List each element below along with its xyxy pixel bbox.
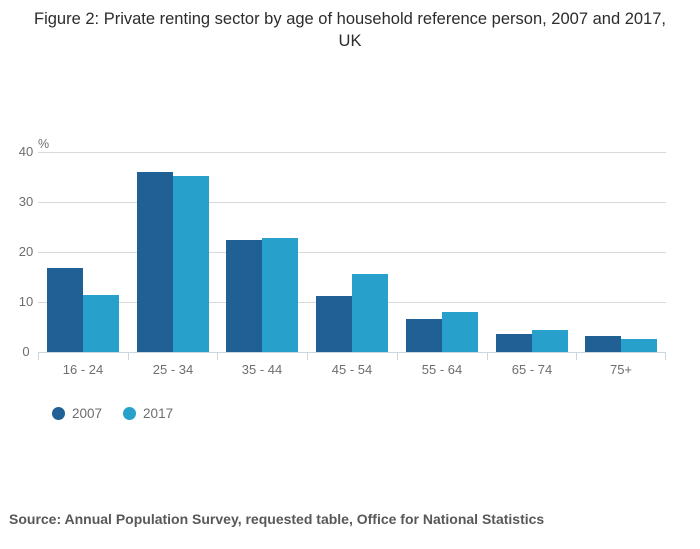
y-tick-label-20: 20 (18, 244, 34, 259)
x-axis-labels: 16 - 24 25 - 34 35 - 44 45 - 54 55 - 64 65 - … (38, 362, 666, 380)
bar-2017-45-54 (352, 274, 388, 352)
gridline-20 (38, 252, 666, 253)
bar-2007-65-74 (496, 334, 532, 352)
x-axis-tick (38, 352, 39, 360)
legend-item-2007: 2007 (52, 406, 102, 421)
legend-dot-2017 (123, 407, 137, 420)
x-axis-tick (487, 352, 488, 360)
legend: 2007 2017 (52, 406, 173, 421)
x-axis-tick (217, 352, 218, 360)
y-tick-label-10: 10 (18, 294, 34, 309)
legend-item-2017: 2017 (123, 406, 173, 421)
bar-2017-25-34 (173, 176, 209, 352)
chart-title: Figure 2: Private renting sector by age … (34, 10, 666, 50)
bar-2017-75+ (621, 339, 657, 352)
y-tick-label-40: 40 (18, 144, 34, 159)
x-tick-label-55-64: 55 - 64 (421, 362, 463, 377)
bar-2007-55-64 (406, 319, 442, 352)
bar-2007-35-44 (226, 240, 262, 352)
legend-label-2017: 2017 (143, 406, 174, 421)
legend-dot-2007 (52, 407, 65, 420)
legend-label-2007: 2007 (72, 406, 103, 421)
bar-2007-75+ (585, 336, 621, 352)
x-tick-label-45-54: 45 - 54 (331, 362, 373, 377)
x-axis-tick (576, 352, 577, 360)
x-tick-label-16-24: 16 - 24 (62, 362, 104, 377)
source-note: Source: Annual Population Survey, reques… (9, 511, 545, 527)
y-tick-label-0: 0 (22, 344, 30, 359)
y-tick-label-30: 30 (18, 194, 34, 209)
bar-2007-45-54 (316, 296, 352, 352)
x-axis-tick (128, 352, 129, 360)
x-axis-tick (397, 352, 398, 360)
bar-2017-65-74 (532, 330, 568, 352)
plot-area (38, 152, 666, 360)
x-axis-tick (307, 352, 308, 360)
x-tick-label-65-74: 65 - 74 (511, 362, 553, 377)
bar-2007-25-34 (137, 172, 173, 352)
bar-2007-16-24 (47, 268, 83, 352)
x-tick-label-25-34: 25 - 34 (152, 362, 194, 377)
x-axis-tick (665, 352, 666, 360)
gridline-30 (38, 202, 666, 203)
gridline-40 (38, 152, 666, 153)
x-tick-label-35-44: 35 - 44 (241, 362, 283, 377)
x-tick-label-75+: 75+ (609, 362, 633, 377)
bar-2017-55-64 (442, 312, 478, 352)
bar-2017-35-44 (262, 238, 298, 352)
y-axis-unit-label: % (38, 137, 50, 151)
bar-2017-16-24 (83, 295, 119, 352)
x-axis-line (38, 352, 666, 353)
